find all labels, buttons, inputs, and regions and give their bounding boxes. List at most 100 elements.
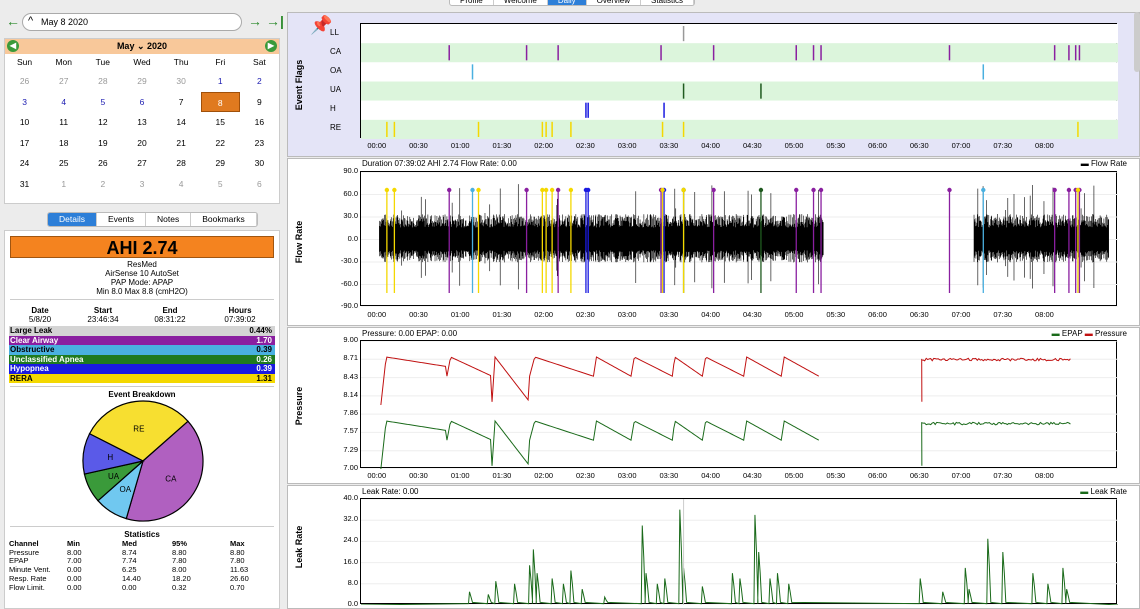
flow-event-dot[interactable] — [524, 188, 528, 192]
calendar-day[interactable]: 24 — [5, 153, 44, 174]
event-index-row[interactable]: Large Leak 0.44% — [9, 326, 275, 336]
tab-notes[interactable]: Notes — [146, 213, 191, 226]
calendar-day[interactable]: 14 — [162, 112, 201, 133]
calendar-day[interactable]: 2 — [240, 71, 279, 92]
calendar-day[interactable]: 19 — [83, 133, 122, 154]
calendar-day[interactable]: 1 — [201, 71, 240, 92]
event-index-row[interactable]: RERA 1.31 — [9, 374, 275, 384]
tab-details[interactable]: Details — [48, 213, 97, 226]
flow-event-dot[interactable] — [981, 188, 985, 192]
flow-event-dot[interactable] — [794, 188, 798, 192]
calendar-day[interactable]: 6 — [240, 174, 279, 195]
calendar-day[interactable]: 22 — [201, 133, 240, 154]
calendar-day[interactable]: 28 — [83, 71, 122, 92]
calendar-day[interactable]: 31 — [5, 174, 44, 195]
flow-event-dot[interactable] — [711, 188, 715, 192]
top-tab-statistics[interactable]: Statistics — [641, 0, 694, 5]
flow-event-dot[interactable] — [385, 188, 389, 192]
flow-event-dot[interactable] — [544, 188, 548, 192]
calendar-day[interactable]: 27 — [122, 153, 161, 174]
calendar-day[interactable]: 12 — [83, 112, 122, 133]
flow-event-dot[interactable] — [569, 188, 573, 192]
pressure-plot[interactable] — [360, 340, 1117, 468]
calendar-day[interactable]: 4 — [162, 174, 201, 195]
flow-event-dot[interactable] — [476, 188, 480, 192]
calendar-day[interactable]: 30 — [240, 153, 279, 174]
calendar-day[interactable]: 23 — [240, 133, 279, 154]
calendar-day[interactable]: 4 — [44, 92, 83, 113]
calendar-day[interactable]: 5 — [83, 92, 122, 113]
calendar-day[interactable]: 6 — [122, 92, 161, 113]
event-index-row[interactable]: Hypopnea 0.39 — [9, 364, 275, 374]
back-arrow-icon[interactable]: ← — [6, 13, 20, 29]
calendar-day[interactable]: 28 — [162, 153, 201, 174]
next-month-icon[interactable]: ▶ — [265, 40, 277, 52]
top-tab-overview[interactable]: Overview — [587, 0, 641, 5]
calendar-day[interactable]: 27 — [44, 71, 83, 92]
event-index-row[interactable]: Unclassified Apnea 0.26 — [9, 355, 275, 365]
calendar-day[interactable]: 5 — [201, 174, 240, 195]
leak-plot[interactable] — [360, 498, 1117, 604]
tab-bookmarks[interactable]: Bookmarks — [191, 213, 257, 226]
flow-event-dot[interactable] — [759, 188, 763, 192]
flow-event-dot[interactable] — [556, 188, 560, 192]
calendar-day[interactable]: 10 — [5, 112, 44, 133]
flow-event-dot[interactable] — [550, 188, 554, 192]
flow-event-dot[interactable] — [819, 188, 823, 192]
calendar-day[interactable]: 17 — [5, 133, 44, 154]
calendar-day[interactable]: 26 — [83, 153, 122, 174]
prev-month-icon[interactable]: ◀ — [7, 40, 19, 52]
flow-event-dot[interactable] — [540, 188, 544, 192]
flow-event-dot[interactable] — [681, 188, 685, 192]
calendar-day[interactable]: 13 — [122, 112, 161, 133]
flow-event-dot[interactable] — [811, 188, 815, 192]
session-value: 5/8/20 — [9, 316, 71, 325]
top-tab-welcome[interactable]: Welcome — [494, 0, 548, 5]
tab-events[interactable]: Events — [97, 213, 146, 226]
calendar-day[interactable]: 21 — [162, 133, 201, 154]
flow-event-dot[interactable] — [392, 188, 396, 192]
flag-row-bg — [361, 62, 1118, 81]
calendar-day[interactable]: 8 — [201, 92, 240, 113]
calendar-day[interactable]: 20 — [122, 133, 161, 154]
flow-plot[interactable] — [360, 171, 1117, 306]
calendar-day[interactable]: 11 — [44, 112, 83, 133]
flow-event-dot[interactable] — [947, 188, 951, 192]
flow-event-dot[interactable] — [447, 188, 451, 192]
flow-event-dot[interactable] — [660, 188, 664, 192]
calendar-day[interactable]: 2 — [83, 174, 122, 195]
calendar-day[interactable]: 7 — [162, 92, 201, 113]
last-day-icon[interactable]: →| — [266, 13, 284, 29]
calendar-year[interactable]: 2020 — [147, 41, 167, 51]
calendar-day[interactable]: 26 — [5, 71, 44, 92]
forward-arrow-icon[interactable]: → — [248, 13, 262, 29]
flow-event-dot[interactable] — [586, 188, 590, 192]
pie-label: CA — [165, 475, 177, 484]
calendar-day[interactable]: 16 — [240, 112, 279, 133]
flow-event-dot[interactable] — [1052, 188, 1056, 192]
calendar-month[interactable]: May — [117, 41, 135, 51]
event-value: 0.39 — [256, 345, 272, 355]
calendar-day[interactable]: 30 — [162, 71, 201, 92]
chevron-up-icon[interactable]: ^ — [28, 13, 33, 29]
calendar-day[interactable]: 15 — [201, 112, 240, 133]
calendar-day[interactable]: 18 — [44, 133, 83, 154]
calendar-day[interactable]: 29 — [201, 153, 240, 174]
calendar-day[interactable]: 25 — [44, 153, 83, 174]
event-index-row[interactable]: Obstructive 0.39 — [9, 345, 275, 355]
top-tab-profile[interactable]: Profile — [450, 0, 494, 5]
flow-event-dot[interactable] — [470, 188, 474, 192]
flow-event-dot[interactable] — [1067, 188, 1071, 192]
flow-event-dot[interactable] — [1076, 188, 1080, 192]
date-picker-input[interactable]: ^ May 8 2020 — [22, 13, 242, 31]
scrollbar[interactable] — [1134, 12, 1140, 72]
calendar-day[interactable]: 29 — [122, 71, 161, 92]
calendar-day[interactable]: 9 — [240, 92, 279, 113]
calendar-day[interactable]: 3 — [5, 92, 44, 113]
calendar-day[interactable]: 1 — [44, 174, 83, 195]
calendar-day[interactable]: 3 — [122, 174, 161, 195]
event-flags-plot[interactable] — [360, 23, 1117, 138]
top-tab-daily[interactable]: Daily — [548, 0, 587, 5]
chevron-down-icon[interactable]: ⌄ — [137, 41, 147, 51]
event-index-row[interactable]: Clear Airway 1.70 — [9, 336, 275, 346]
